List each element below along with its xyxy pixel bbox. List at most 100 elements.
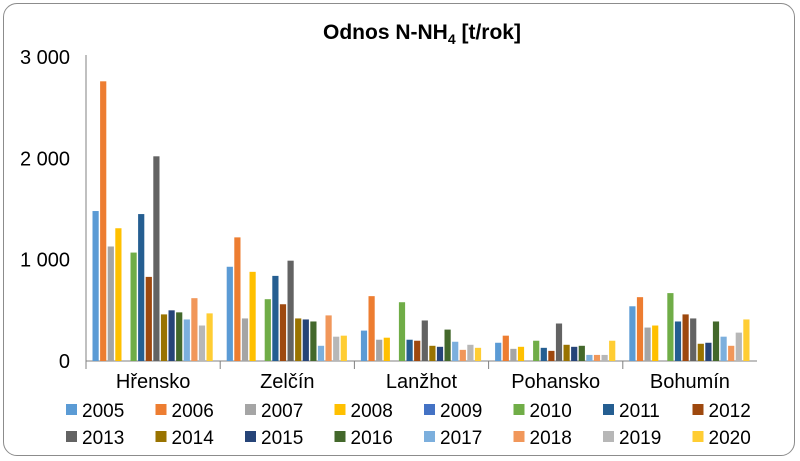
bar-2017-2 [452, 341, 459, 361]
legend: 2005 2006 2007 2008 2009 2010 2011 2012 2013 2014… [66, 401, 751, 449]
bar-2012-3 [548, 350, 555, 361]
y-tick-label: 2 000 [20, 148, 70, 170]
legend-label: 2006 [172, 401, 214, 422]
legend-label: 2011 [619, 401, 660, 422]
chart-frame [3, 3, 795, 456]
bar-2011-1 [272, 275, 279, 361]
bar-2014-1 [295, 318, 302, 361]
bar-2007-4 [644, 327, 651, 361]
legend-label: 2010 [530, 401, 572, 422]
legend-label: 2020 [709, 428, 751, 449]
bar-2010-0 [130, 252, 137, 361]
legend-swatch [603, 404, 614, 415]
legend-swatch [424, 431, 435, 442]
bar-2013-0 [153, 156, 160, 361]
legend-label: 2016 [351, 428, 393, 449]
bar-2020-2 [474, 347, 482, 361]
bar-2006-4 [636, 297, 644, 361]
bar-2008-4 [652, 325, 659, 361]
x-category-label: Hřensko [116, 371, 190, 393]
bar-2014-3 [563, 344, 570, 361]
legend-label: 2007 [261, 401, 303, 422]
bar-2007-2 [376, 339, 383, 361]
bar-2005-1 [226, 266, 233, 361]
bar-2006-0 [100, 81, 107, 361]
bar-2010-4 [667, 293, 674, 361]
legend-swatch [155, 404, 167, 415]
bar-2014-0 [160, 314, 168, 361]
bar-2016-1 [310, 321, 317, 361]
legend-label: 2012 [709, 401, 751, 422]
y-tick-label: 1 000 [20, 250, 70, 272]
legend-label: 2009 [440, 401, 482, 422]
bar-2008-1 [249, 271, 256, 361]
legend-item: 2011 [603, 401, 660, 422]
bar-2020-3 [609, 340, 616, 361]
x-category-label: Bohumín [650, 371, 730, 393]
bar-2012-4 [682, 314, 689, 361]
bar-2018-2 [459, 349, 466, 361]
legend-swatch [513, 431, 525, 442]
legend-label: 2008 [351, 401, 393, 422]
bar-2005-2 [360, 330, 368, 361]
legend-item: 2013 [66, 428, 124, 449]
legend-swatch [334, 431, 346, 442]
legend-swatch [603, 431, 614, 442]
x-category-label: Lanžhot [386, 371, 458, 393]
legend-item: 2010 [513, 401, 572, 422]
bar-2008-2 [383, 337, 390, 361]
chart-title: Odnos N-NH4 [t/rok] [323, 21, 521, 47]
legend-label: 2005 [82, 401, 124, 422]
legend-swatch [245, 404, 256, 415]
bar-2005-3 [495, 342, 502, 361]
bar-2008-0 [115, 228, 122, 361]
bar-2013-3 [555, 323, 563, 361]
legend-swatch [424, 404, 435, 415]
bar-2015-4 [705, 342, 712, 361]
bar-2020-4 [743, 319, 750, 361]
legend-label: 2015 [261, 428, 303, 449]
bar-2007-0 [107, 246, 114, 361]
title-main: Odnos N-NH [323, 21, 448, 44]
bar-2011-2 [406, 339, 413, 361]
legend-label: 2017 [440, 428, 482, 449]
legend-swatch [155, 431, 167, 442]
bar-2017-4 [720, 336, 727, 361]
bar-2010-2 [398, 302, 406, 361]
legend-label: 2014 [172, 428, 215, 449]
bar-2006-3 [502, 335, 509, 361]
bar-2012-0 [145, 276, 152, 361]
bar-2006-1 [234, 237, 241, 361]
bar-2018-3 [593, 354, 601, 361]
legend-swatch [692, 404, 704, 415]
bar-2020-0 [206, 313, 213, 361]
bar-2019-3 [601, 354, 608, 361]
bar-2018-1 [325, 315, 332, 361]
bar-2019-2 [467, 344, 474, 361]
bar-2011-4 [674, 321, 682, 361]
legend-item: 2017 [424, 428, 482, 449]
bar-2018-4 [728, 345, 735, 361]
bar-2015-2 [436, 346, 444, 361]
bar-2016-4 [712, 321, 720, 361]
bar-2013-4 [690, 318, 697, 361]
legend-item: 2015 [245, 428, 303, 449]
bar-2010-1 [264, 299, 271, 361]
bar-2007-1 [241, 318, 249, 361]
y-tick-label: 3 000 [20, 47, 70, 69]
legend-label: 2013 [82, 428, 124, 449]
legend-item: 2018 [513, 428, 572, 449]
legend-item: 2014 [155, 428, 215, 449]
bar-2006-2 [368, 296, 375, 361]
legend-item: 2007 [245, 401, 303, 422]
bar-2013-1 [287, 260, 294, 361]
bar-2019-1 [333, 336, 340, 361]
bar-2011-0 [138, 214, 145, 361]
bar-2014-4 [697, 343, 704, 361]
legend-swatch [66, 431, 77, 442]
bar-2017-3 [586, 354, 593, 361]
bar-2013-2 [421, 320, 428, 361]
legend-swatch [245, 431, 256, 442]
bar-2015-0 [168, 310, 175, 361]
